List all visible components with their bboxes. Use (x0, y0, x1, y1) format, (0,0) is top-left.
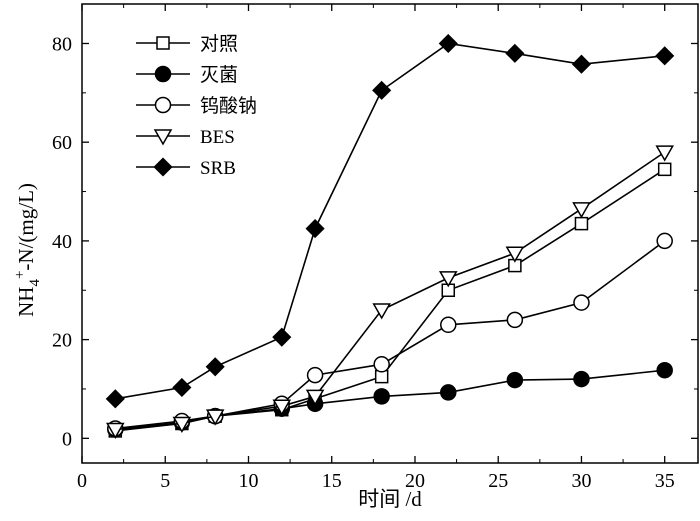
x-axis: 0 5 10 15 20 25 30 35 (77, 4, 675, 492)
x-tick-label: 5 (160, 470, 170, 492)
plot-border (81, 3, 699, 464)
series-line (115, 42, 665, 400)
legend-label: BES (200, 127, 235, 148)
legend-label: 对照 (200, 33, 238, 55)
legend-marker (153, 157, 173, 177)
legend-marker (154, 96, 172, 114)
legend-marker (156, 36, 170, 50)
data-point (373, 356, 390, 373)
y-axis: 0 20 40 60 80 (52, 33, 698, 450)
y-axis-title-main: NH (14, 287, 38, 317)
y-tick-label: 20 (52, 330, 72, 352)
x-tick-label: 20 (405, 470, 425, 492)
series-layer (105, 33, 675, 439)
data-point (440, 384, 457, 401)
data-point (373, 388, 390, 405)
data-point (172, 377, 192, 398)
legend-label: 钨酸钠 (200, 95, 257, 117)
data-point (438, 33, 458, 54)
data-point (306, 366, 324, 384)
x-axis-title: 时间 /d (358, 487, 422, 511)
x-tick-label: 30 (571, 470, 591, 492)
series-line (115, 240, 666, 430)
data-point (573, 294, 590, 311)
legend-item: 钨酸钠 (136, 95, 257, 117)
x-tick-label: 10 (238, 470, 258, 492)
data-point (372, 303, 391, 320)
data-point (506, 311, 524, 329)
data-point (655, 46, 675, 66)
legend-item: 灭菌 (136, 64, 238, 86)
data-point (305, 389, 325, 406)
data-point (106, 422, 125, 439)
data-point (205, 357, 225, 377)
data-point (305, 219, 325, 239)
plot-frame (81, 3, 699, 464)
x-tick-label: 35 (655, 470, 675, 492)
data-point (438, 271, 458, 288)
data-point (655, 145, 674, 162)
data-point (205, 409, 225, 426)
y-axis-title-sup: + (12, 271, 28, 279)
data-point (172, 416, 192, 434)
y-axis-title: NH4+-N/(mg/L) (12, 183, 43, 317)
data-point (505, 43, 525, 63)
legend-item: 对照 (136, 33, 238, 55)
legend-marker (154, 65, 172, 83)
x-tick-label: 0 (77, 470, 87, 492)
data-point (656, 232, 673, 250)
y-axis-title-sub: 4 (27, 279, 43, 287)
series-5 (105, 33, 675, 409)
data-point (657, 162, 672, 177)
data-point (572, 202, 591, 219)
x-tick-label: 25 (488, 470, 508, 492)
data-point (571, 54, 592, 74)
legend-label: 灭菌 (200, 64, 238, 86)
legend-marker (153, 129, 173, 146)
series-4 (106, 145, 674, 439)
data-point (272, 399, 292, 416)
data-point (573, 370, 590, 388)
y-axis-title-rest: -N/(mg/L) (14, 183, 38, 270)
y-tick-label: 40 (52, 231, 72, 253)
series-3 (107, 232, 673, 437)
legend-item: BES (136, 127, 235, 148)
data-point (505, 246, 525, 263)
series-line (115, 151, 666, 431)
data-point (105, 389, 125, 409)
y-tick-label: 0 (62, 428, 72, 450)
y-tick-label: 80 (52, 33, 72, 55)
legend-label: SRB (200, 158, 236, 179)
series-2 (107, 361, 673, 438)
data-point (372, 80, 392, 100)
data-point (656, 361, 673, 379)
data-point (506, 371, 524, 389)
data-point (440, 316, 457, 334)
legend-item: SRB (136, 157, 236, 179)
y-tick-label: 60 (52, 132, 72, 154)
data-point (272, 327, 292, 347)
x-tick-label: 15 (322, 470, 342, 492)
data-point (574, 216, 589, 231)
